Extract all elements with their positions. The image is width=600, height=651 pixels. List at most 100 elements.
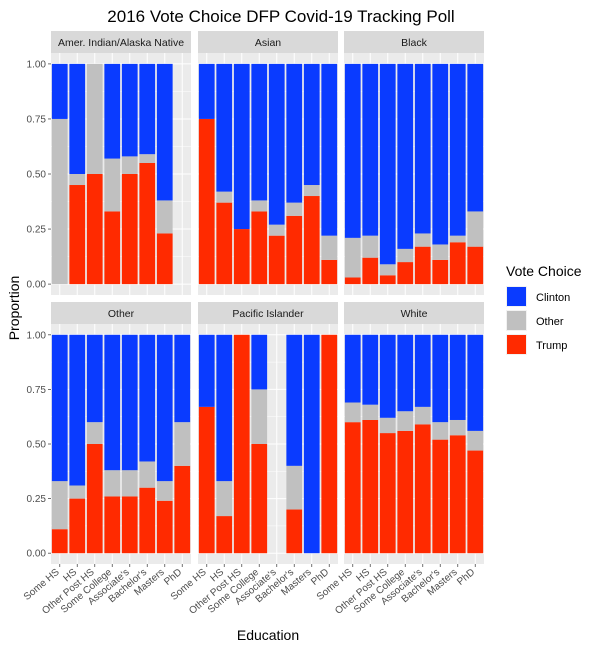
bar-segment-trump <box>321 259 338 285</box>
bar-segment-trump <box>86 174 103 285</box>
bar-segment-clinton <box>174 334 191 423</box>
bar-segment-clinton <box>414 63 431 234</box>
bar-segment-trump <box>216 202 233 285</box>
bar-segment-clinton <box>69 63 86 174</box>
bar-segment-trump <box>268 235 285 285</box>
bar-segment-clinton <box>362 334 379 405</box>
bar-segment-clinton <box>379 63 396 265</box>
facet-strip-label: Asian <box>255 37 281 49</box>
y-tick-label: 0.00 <box>27 549 47 560</box>
bar-segment-trump <box>467 246 484 285</box>
facet-panel: Pacific Islander <box>198 302 338 564</box>
bar-segment-other <box>432 244 449 260</box>
bar-segment-clinton <box>268 63 285 225</box>
bar-segment-clinton <box>379 334 396 418</box>
bar-segment-other <box>414 406 431 425</box>
bar-segment-trump <box>156 500 173 554</box>
bar-segment-clinton <box>139 63 156 155</box>
bar-segment-clinton <box>286 334 303 466</box>
y-tick-label: 0.25 <box>27 494 47 505</box>
bar-segment-other <box>216 191 233 203</box>
facet-panel: White <box>344 302 484 564</box>
bar-segment-trump <box>121 496 138 554</box>
bar-segment-other <box>86 63 103 174</box>
bar-segment-trump <box>104 211 121 285</box>
bar-segment-clinton <box>286 63 303 203</box>
bar-segment-other <box>321 235 338 260</box>
bar-segment-other <box>449 235 466 243</box>
bar-segment-clinton <box>432 63 449 245</box>
y-tick-label: 1.00 <box>27 330 47 341</box>
bar-segment-other <box>51 118 68 285</box>
bar-segment-trump <box>121 174 138 285</box>
legend-key-trump <box>507 335 526 354</box>
bar-segment-other <box>449 419 466 436</box>
legend-key-other <box>507 311 526 330</box>
bar-segment-trump <box>303 196 320 285</box>
bar-segment-other <box>139 154 156 163</box>
bar-segment-clinton <box>251 334 268 390</box>
bar-segment-clinton <box>414 334 431 407</box>
y-tick-label: 0.50 <box>27 440 47 451</box>
legend: Vote Choice Clinton Other Trump <box>506 263 582 355</box>
bar-segment-clinton <box>467 334 484 431</box>
facet-panel: Other <box>51 302 191 564</box>
facet-strip-label: White <box>401 308 428 320</box>
bar-segment-clinton <box>432 334 449 423</box>
bar-segment-other <box>467 430 484 451</box>
bar-segment-other <box>268 224 285 236</box>
bar-segment-trump <box>156 233 173 285</box>
facet-strip-label: Other <box>108 308 135 320</box>
bar-segment-trump <box>104 496 121 554</box>
bar-segment-trump <box>233 334 250 554</box>
y-tick-label: 0.75 <box>27 114 47 125</box>
bar-segment-clinton <box>233 63 250 230</box>
bar-segment-other <box>69 174 86 186</box>
bar-segment-trump <box>198 406 215 554</box>
bar-segment-clinton <box>51 63 68 119</box>
bar-segment-other <box>139 461 156 488</box>
legend-label: Trump <box>536 340 567 352</box>
bar-segment-trump <box>432 439 449 554</box>
bar-segment-other <box>216 481 233 517</box>
bar-segment-clinton <box>104 63 121 159</box>
bar-segment-trump <box>286 509 303 554</box>
bar-segment-clinton <box>362 63 379 236</box>
bar-segment-other <box>344 402 361 423</box>
bar-segment-trump <box>362 419 379 554</box>
bar-segment-trump <box>216 516 233 554</box>
x-tick-label: PhD <box>455 567 477 588</box>
facet-strip-label: Pacific Islander <box>232 308 304 320</box>
bar-segment-clinton <box>121 63 138 157</box>
bar-segment-clinton <box>139 334 156 462</box>
bar-segment-clinton <box>397 334 414 412</box>
bar-segment-clinton <box>397 63 414 249</box>
bar-segment-trump <box>69 185 86 285</box>
facet-strip <box>51 31 191 53</box>
bar-segment-clinton <box>321 63 338 236</box>
bar-segment-other <box>303 185 320 197</box>
bar-segment-trump <box>449 435 466 554</box>
bar-segment-other <box>362 404 379 420</box>
bar-segment-clinton <box>198 63 215 119</box>
facet-strip-label: Black <box>401 37 427 49</box>
facet-panel: Black <box>344 31 484 295</box>
bar-segment-clinton <box>216 334 233 482</box>
bar-segment-trump <box>467 450 484 554</box>
bar-segment-other <box>69 485 86 499</box>
facet-strip <box>51 302 191 324</box>
legend-title: Vote Choice <box>506 263 582 279</box>
x-axis-title: Education <box>237 627 299 643</box>
legend-label: Clinton <box>536 292 570 304</box>
bar-segment-other <box>414 233 431 247</box>
bar-segment-other <box>344 237 361 278</box>
bar-segment-trump <box>233 229 250 285</box>
bar-segment-clinton <box>121 334 138 471</box>
bar-segment-clinton <box>467 63 484 212</box>
bar-segment-trump <box>344 422 361 554</box>
bar-segment-other <box>121 156 138 174</box>
bar-segment-trump <box>69 498 86 554</box>
bar-segment-trump <box>139 487 156 554</box>
bar-segment-other <box>251 200 268 212</box>
